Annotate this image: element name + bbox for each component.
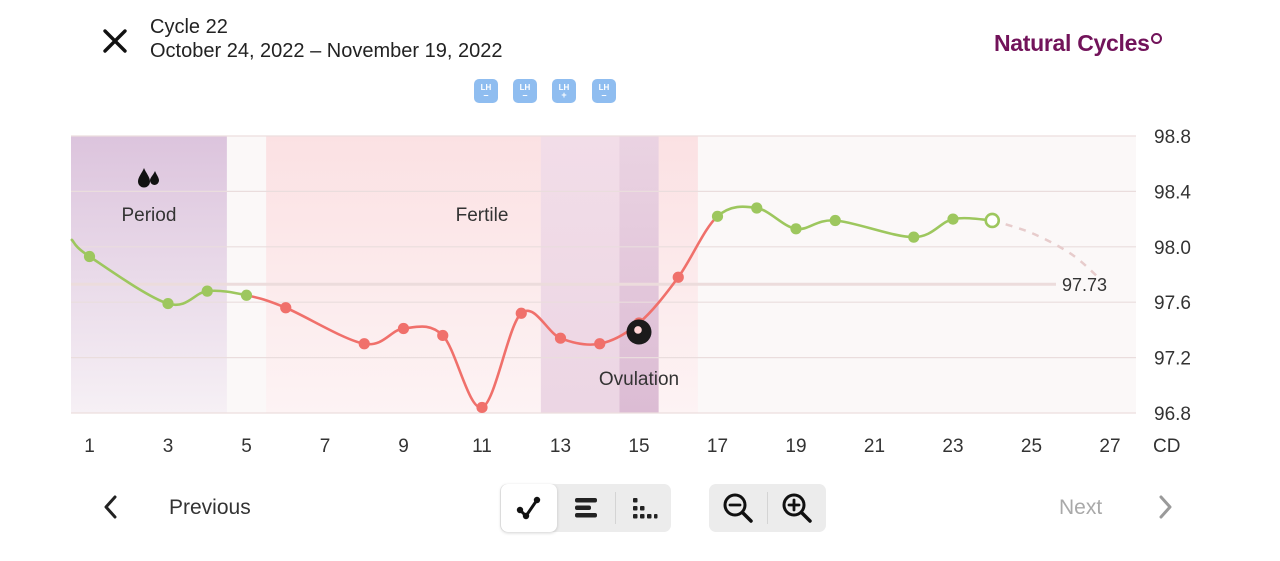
temperature-point[interactable] <box>358 338 370 350</box>
zoom-divider <box>767 492 768 524</box>
temperature-point-pending[interactable] <box>984 212 1001 229</box>
temperature-point[interactable] <box>908 231 920 243</box>
phase-label-fertile: Fertile <box>456 205 509 226</box>
temperature-point[interactable] <box>790 223 802 235</box>
x-tick-label: 15 <box>628 436 649 457</box>
lh-badge-label: LH <box>598 82 610 92</box>
next-chevron-button[interactable] <box>1152 492 1178 522</box>
y-tick-label: 96.8 <box>1154 404 1191 425</box>
temperature-point[interactable] <box>280 302 292 314</box>
x-tick-label: 13 <box>550 436 571 457</box>
previous-chevron-button[interactable] <box>98 492 124 522</box>
temperature-line-segment <box>88 255 170 305</box>
x-tick-label: 27 <box>1099 436 1120 457</box>
x-tick-label: 11 <box>472 436 492 457</box>
brand-mark-icon <box>1150 33 1162 44</box>
cycle-title: Cycle 22 <box>150 16 228 38</box>
close-icon <box>103 29 127 53</box>
phase-label-ovulation: Ovulation <box>599 369 679 390</box>
chevron-left-icon <box>104 495 117 519</box>
dots-view-icon <box>633 498 658 519</box>
zoom-out-button[interactable] <box>709 484 767 532</box>
x-tick-label: 17 <box>707 436 728 457</box>
temperature-line-segment <box>284 306 366 346</box>
zoom-out-icon <box>723 493 753 523</box>
y-tick-label: 97.6 <box>1154 293 1191 314</box>
phase-band-ovulation <box>619 136 659 413</box>
temperature-point[interactable] <box>397 322 410 335</box>
temperature-point[interactable] <box>672 271 684 283</box>
y-tick-label: 98.0 <box>1154 238 1191 259</box>
temperature-point[interactable] <box>829 214 841 227</box>
view-mode-toggle <box>500 484 671 532</box>
temperature-point[interactable] <box>162 297 174 310</box>
graph-view-button[interactable] <box>501 484 557 532</box>
zoom-in-button[interactable] <box>768 484 826 532</box>
y-tick-label: 98.8 <box>1154 127 1191 148</box>
zoom-controls <box>709 484 826 532</box>
temperature-point[interactable] <box>83 250 96 263</box>
previous-button[interactable]: Previous <box>169 496 251 519</box>
brand-name: Natural Cycles <box>994 30 1150 56</box>
temperature-point[interactable] <box>437 329 449 342</box>
x-tick-label: 7 <box>320 436 331 457</box>
lh-badge-sign: – <box>483 89 489 100</box>
lh-badge-sign: – <box>601 89 607 100</box>
period-drops-icon <box>138 168 159 188</box>
y-tick-label: 97.2 <box>1154 349 1191 370</box>
temperature-point[interactable] <box>947 213 959 225</box>
temperature-point[interactable] <box>751 202 763 214</box>
close-button[interactable] <box>98 24 132 58</box>
temperature-point[interactable] <box>515 307 527 319</box>
graph-view-icon <box>516 496 541 520</box>
bottom-toolbar: Previous <box>0 480 1280 536</box>
x-tick-label: 21 <box>864 436 885 457</box>
chevron-right-icon <box>1159 495 1172 519</box>
temperature-line-segment <box>833 219 916 239</box>
phase-label-period: Period <box>121 205 176 226</box>
coverline-label: 97.73 <box>1062 275 1107 295</box>
next-button[interactable]: Next <box>1059 496 1103 519</box>
phase-band-ovulation-window <box>540 136 620 413</box>
temperature-point[interactable] <box>711 210 724 222</box>
x-tick-label: 9 <box>398 436 409 457</box>
temperature-chart[interactable]: 97.73 Period Fertile Ovulation 98.898.49… <box>0 0 1280 470</box>
brand-logo: Natural Cycles <box>994 30 1162 57</box>
y-tick-label: 98.4 <box>1154 182 1191 203</box>
lh-test-badge-negative[interactable]: LH – <box>474 79 498 103</box>
zoom-in-icon <box>782 493 812 523</box>
bars-view-icon <box>575 498 597 518</box>
x-tick-label: 3 <box>163 436 174 457</box>
lh-test-badge-negative[interactable]: LH – <box>592 79 616 103</box>
temperature-point[interactable] <box>594 338 606 350</box>
lh-badge-label: LH <box>558 82 570 92</box>
lh-test-badge-positive[interactable]: LH + <box>552 79 576 103</box>
view-divider <box>615 492 616 524</box>
x-axis-label: CD <box>1153 436 1180 457</box>
bars-view-button[interactable] <box>558 484 614 532</box>
x-tick-label: 23 <box>942 436 963 457</box>
x-tick-label: 5 <box>241 436 252 457</box>
ovulation-marker-icon <box>626 319 652 345</box>
temperature-point[interactable] <box>554 332 567 344</box>
temperature-point[interactable] <box>476 401 488 414</box>
x-tick-label: 1 <box>84 436 95 457</box>
lh-badge-label: LH <box>480 82 492 92</box>
temperature-point[interactable] <box>240 289 253 301</box>
y-axis: 98.8 98.4 98.0 97.6 97.2 96.8 <box>1154 127 1191 425</box>
dots-view-button[interactable] <box>616 484 672 532</box>
lh-badge-sign: + <box>561 89 567 100</box>
lh-badge-sign: – <box>522 89 528 100</box>
x-tick-label: 25 <box>1021 436 1042 457</box>
x-axis: 1 3 5 7 9 11 13 15 17 19 21 23 25 27 <box>84 436 1120 457</box>
grid-lines <box>71 135 1136 414</box>
cycle-date-range: October 24, 2022 – November 19, 2022 <box>150 40 503 62</box>
x-tick-label: 19 <box>785 436 806 457</box>
projection-line <box>991 219 1100 279</box>
lh-badge-label: LH <box>519 82 531 92</box>
temperature-points <box>83 202 1001 414</box>
temperature-point[interactable] <box>201 285 213 297</box>
lh-test-badge-negative[interactable]: LH – <box>513 79 537 103</box>
